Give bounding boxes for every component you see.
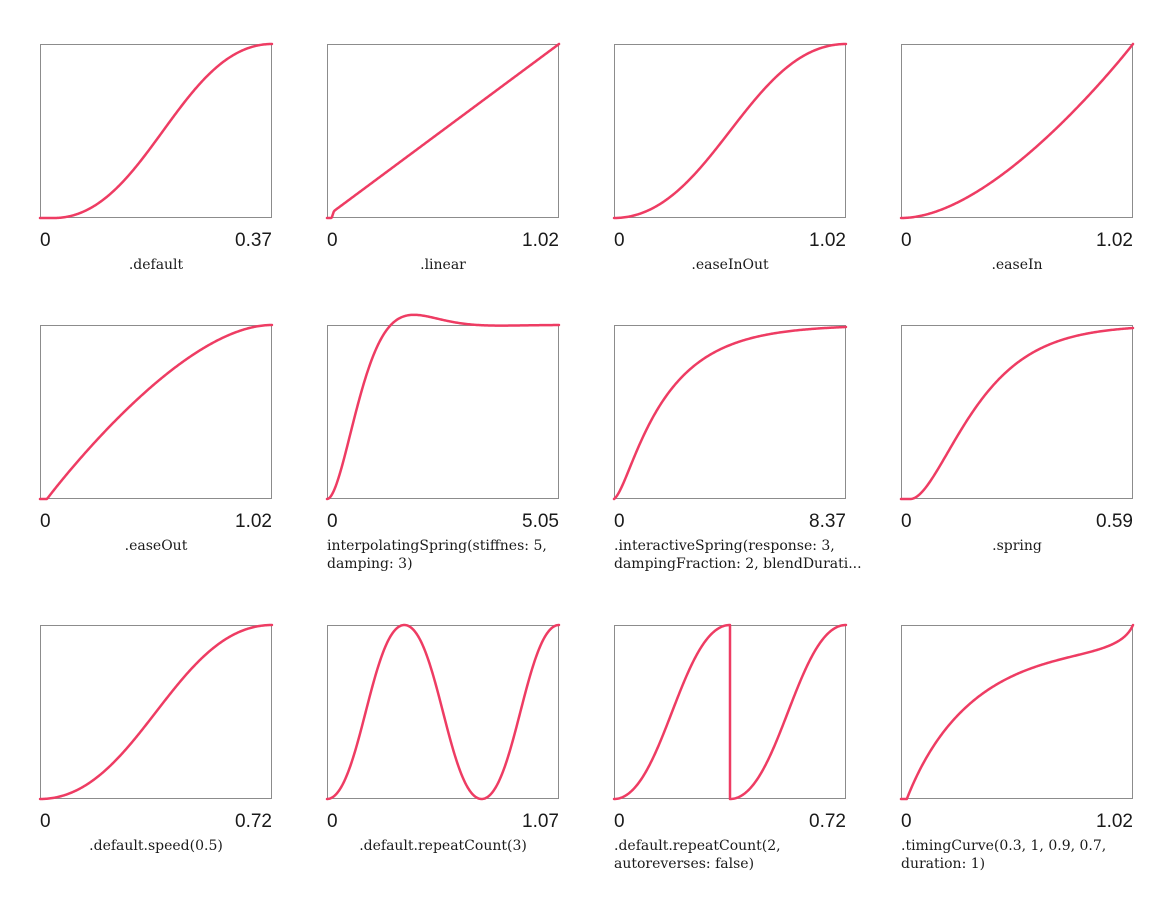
chart-panel: 0 5.05 interpolatingSpring(stiffnes: 5, da… (325, 313, 561, 572)
chart-plot-area (38, 42, 274, 220)
curve-line (899, 42, 1135, 220)
chart-title: .easeIn (991, 257, 1043, 273)
chart-title: .easeOut (124, 538, 188, 554)
curve-line (612, 42, 848, 220)
chart-plot-area (325, 42, 561, 220)
chart-plot-area (325, 313, 561, 501)
x-tick-end: 0.72 (809, 811, 846, 832)
chart-title: .default.speed(0.5) (89, 838, 223, 854)
chart-panel: 0 1.02 .timingCurve(0.3, 1, 0.9, 0.7, dura… (899, 623, 1135, 872)
x-tick-end: 1.02 (235, 511, 272, 532)
x-tick-end: 0.37 (235, 230, 272, 251)
x-tick-start: 0 (40, 230, 51, 251)
chart-title: .timingCurve(0.3, 1, 0.9, 0.7, duration:… (901, 838, 1107, 872)
curve-line (325, 42, 561, 220)
chart-plot-area (612, 325, 848, 501)
chart-frame (40, 44, 272, 218)
chart-plot-area (325, 623, 561, 801)
chart-plot-area (612, 623, 848, 801)
x-tick-end: 0.59 (1096, 511, 1133, 532)
chart-plot-area (899, 325, 1135, 501)
x-tick-start: 0 (614, 230, 625, 251)
x-tick-start: 0 (614, 811, 625, 832)
chart-title: .spring (992, 538, 1042, 554)
chart-frame (901, 625, 1133, 799)
chart-panel: 0 0.72 .default.repeatCount(2, autoreverse… (612, 623, 848, 872)
curve-line (38, 42, 274, 220)
x-tick-start: 0 (614, 511, 625, 532)
chart-frame (327, 44, 559, 218)
x-tick-end: 1.02 (522, 230, 559, 251)
chart-plot-area (612, 42, 848, 220)
curve-line (612, 325, 848, 501)
chart-panel: 0 0.59 .spring (899, 325, 1135, 565)
curve-line (38, 623, 274, 801)
chart-frame (614, 44, 846, 218)
chart-frame (901, 44, 1133, 218)
x-tick-start: 0 (40, 511, 51, 532)
x-tick-start: 0 (327, 811, 338, 832)
x-tick-start: 0 (327, 511, 338, 532)
chart-panel: 0 0.37 .default (38, 42, 274, 284)
chart-plot-area (38, 323, 274, 501)
chart-title: .easeInOut (691, 257, 769, 273)
chart-frame (327, 325, 559, 499)
chart-frame (614, 325, 846, 499)
chart-title: interpolatingSpring(stiffnes: 5, damping… (327, 538, 547, 572)
chart-panel: 0 1.02 .linear (325, 42, 561, 284)
x-tick-end: 1.02 (809, 230, 846, 251)
chart-panel: 0 1.07 .default.repeatCount(3) (325, 623, 561, 865)
x-tick-end: 1.02 (1096, 811, 1133, 832)
chart-frame (40, 625, 272, 799)
curve-line (325, 313, 561, 501)
chart-frame (327, 625, 559, 799)
chart-panel: 0 8.37 .interactiveSpring(response: 3, dam… (612, 325, 862, 572)
chart-panel: 0 1.02 .easeIn (899, 42, 1135, 284)
curve-line (899, 623, 1135, 801)
curve-line (899, 326, 1135, 501)
chart-title: .interactiveSpring(response: 3, dampingF… (614, 538, 862, 572)
x-tick-end: 0.72 (235, 811, 272, 832)
chart-plot-area (38, 623, 274, 801)
chart-frame (901, 325, 1133, 499)
chart-panel: 0 1.02 .easeOut (38, 323, 274, 565)
x-tick-end: 1.02 (1096, 230, 1133, 251)
x-tick-start: 0 (901, 230, 912, 251)
chart-panel: 0 1.02 .easeInOut (612, 42, 848, 284)
chart-frame (40, 325, 272, 499)
chart-title: .linear (420, 257, 466, 273)
chart-title: .default.repeatCount(3) (359, 838, 527, 854)
x-tick-start: 0 (327, 230, 338, 251)
chart-plot-area (899, 623, 1135, 801)
chart-title: .default.repeatCount(2, autoreverses: fa… (614, 838, 781, 872)
chart-title: .default (128, 257, 184, 273)
x-tick-end: 5.05 (522, 511, 559, 532)
curve-line (325, 623, 561, 801)
curve-line (38, 323, 274, 501)
x-tick-end: 8.37 (809, 511, 846, 532)
x-tick-end: 1.07 (522, 811, 559, 832)
x-tick-start: 0 (901, 511, 912, 532)
curve-line (612, 623, 848, 801)
x-tick-start: 0 (901, 811, 912, 832)
x-tick-start: 0 (40, 811, 51, 832)
chart-plot-area (899, 42, 1135, 220)
chart-panel: 0 0.72 .default.speed(0.5) (38, 623, 274, 865)
